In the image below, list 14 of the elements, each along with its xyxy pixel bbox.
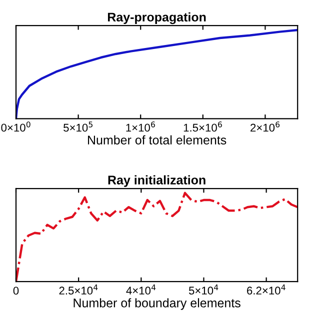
chart-title: Ray initialization	[108, 175, 206, 187]
x-tick-label: 2×10$^{6}$	[250, 121, 280, 132]
x-tick-label: 0×10$^{0}$	[1, 121, 30, 132]
x-tick-label: 1×10$^{6}$	[126, 121, 155, 132]
x-tick-label: 6.2×10$^{4}$	[247, 284, 286, 295]
chart-title: Ray-propagation	[108, 12, 206, 24]
x-tick-label: 2.5×10$^{4}$	[59, 284, 98, 295]
x-tick-label: 1.5×10$^{6}$	[184, 121, 222, 132]
x-tick-label: 4×10$^{4}$	[126, 284, 156, 295]
x-axis-title: Number of total elements	[88, 135, 226, 144]
x-tick-label: 0	[13, 286, 19, 295]
x-axis-title: Number of boundary elements	[74, 298, 240, 310]
x-tick-label: 5×10$^{5}$	[64, 122, 92, 132]
x-tick-label: 5×10$^{4}$	[188, 284, 218, 295]
